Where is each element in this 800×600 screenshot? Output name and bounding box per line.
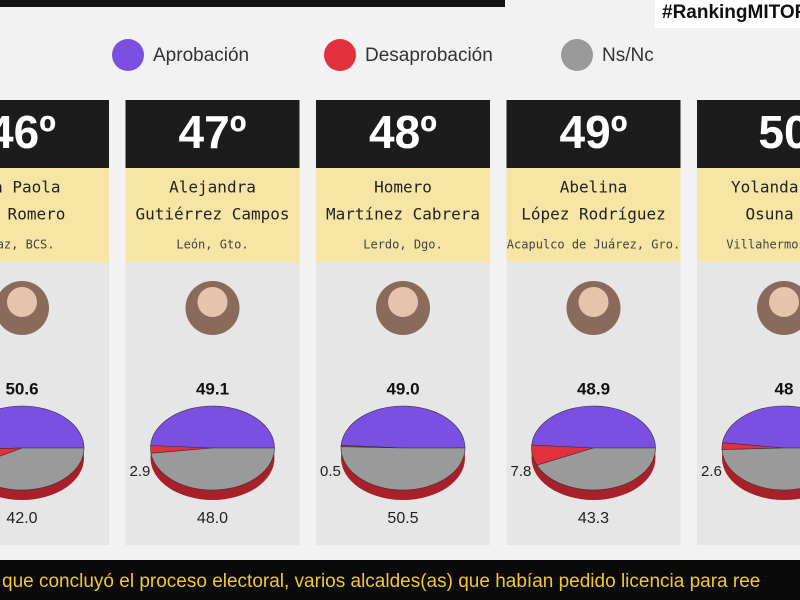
name-line: Abelina <box>560 178 627 197</box>
name-line: ga Romero <box>0 205 65 224</box>
disapproval-label: 48.0 <box>197 510 228 527</box>
disapproval-label: 43.3 <box>578 510 609 527</box>
city: Paz, BCS. <box>0 238 55 252</box>
name-line: Yolanda del <box>731 178 800 197</box>
card-header <box>506 100 681 168</box>
legend-swatch <box>112 39 144 71</box>
pie-slice <box>721 447 800 491</box>
photo-face <box>769 287 799 317</box>
approval-label: 49.1 <box>196 379 229 398</box>
card-header <box>316 100 490 168</box>
city: Villahermosa (Ce <box>726 238 800 252</box>
card-header <box>0 100 109 168</box>
name-band <box>316 168 490 262</box>
ticker-text: que concluyó el proceso electoral, vario… <box>2 571 760 592</box>
approval-label: 48.9 <box>577 379 610 398</box>
name-line: Alejandra <box>169 178 256 197</box>
card-header <box>125 100 300 168</box>
name-line: Martínez Cabrera <box>326 205 480 224</box>
rank: 46º <box>0 106 56 158</box>
pie-slice <box>0 447 23 457</box>
top-bar <box>0 0 505 7</box>
nsnc-label: 7.8 <box>511 463 532 480</box>
name-band <box>697 168 800 262</box>
name-band <box>506 168 681 262</box>
rank: 47º <box>179 106 247 158</box>
photo-face <box>578 287 609 317</box>
card: 48º Homero Martínez Cabrera Lerdo, Dgo. 49.0… <box>316 100 490 545</box>
approval-label: 50.6 <box>5 379 38 398</box>
disapproval-label: 42.0 <box>6 510 37 527</box>
name-line: na Paola <box>0 178 61 197</box>
nsnc-label: 0.5 <box>320 463 341 480</box>
legend-label: Desaprobación <box>365 45 493 66</box>
disapproval-label: 50.5 <box>387 510 418 527</box>
pie-slice <box>531 405 656 449</box>
photo-face <box>7 287 37 317</box>
legend-swatch <box>324 39 356 71</box>
name-line: Gutiérrez Campos <box>135 205 289 224</box>
name-band <box>125 168 300 262</box>
card: 50 Yolanda del Osuna Hu Villahermosa (Ce 48 2… <box>697 100 800 545</box>
pie-slice <box>0 405 85 449</box>
nsnc-label: 2.9 <box>130 463 151 480</box>
name-line: Osuna Hu <box>745 205 800 224</box>
pie-slice <box>340 446 466 491</box>
pie-slice <box>0 447 85 491</box>
ticker-bar <box>0 560 800 600</box>
hashtag: #RankingMITOF <box>662 2 800 23</box>
approval-label: 49.0 <box>386 379 419 398</box>
card-header <box>697 100 800 168</box>
pie-slice <box>536 447 656 491</box>
pie-slice <box>150 405 275 449</box>
pie-slice <box>722 405 800 449</box>
nsnc-label: 2.6 <box>701 463 722 480</box>
card: 47º Alejandra Gutiérrez Campos León, Gto. 49… <box>125 100 300 545</box>
name-band <box>0 168 109 262</box>
name-line: Homero <box>374 178 432 197</box>
card: 46º na Paola ga Romero Paz, BCS. 50.6 42.0 <box>0 100 109 545</box>
legend-label: Ns/Nc <box>602 45 654 66</box>
hashtag-box <box>655 0 800 28</box>
city: Acapulco de Juárez, Gro. <box>507 238 680 252</box>
pie-slice <box>340 405 466 449</box>
legend-swatch <box>561 39 593 71</box>
legend: Aprobación Desaprobación Ns/Nc <box>112 39 654 71</box>
name-line: López Rodríguez <box>521 205 666 224</box>
rank: 50 <box>758 106 800 158</box>
card: 49º Abelina López Rodríguez Acapulco de Juá… <box>506 100 681 545</box>
photo-face <box>388 287 418 317</box>
legend-label: Aprobación <box>153 45 249 66</box>
rank: 49º <box>560 106 628 158</box>
pie-slice <box>150 447 275 491</box>
photo-face <box>197 287 228 317</box>
city: León, Gto. <box>176 238 248 252</box>
approval-label: 48 <box>775 379 794 398</box>
city: Lerdo, Dgo. <box>363 238 442 252</box>
cards: 46º na Paola ga Romero Paz, BCS. 50.6 42.0 47º… <box>0 100 800 545</box>
rank: 48º <box>369 106 437 158</box>
